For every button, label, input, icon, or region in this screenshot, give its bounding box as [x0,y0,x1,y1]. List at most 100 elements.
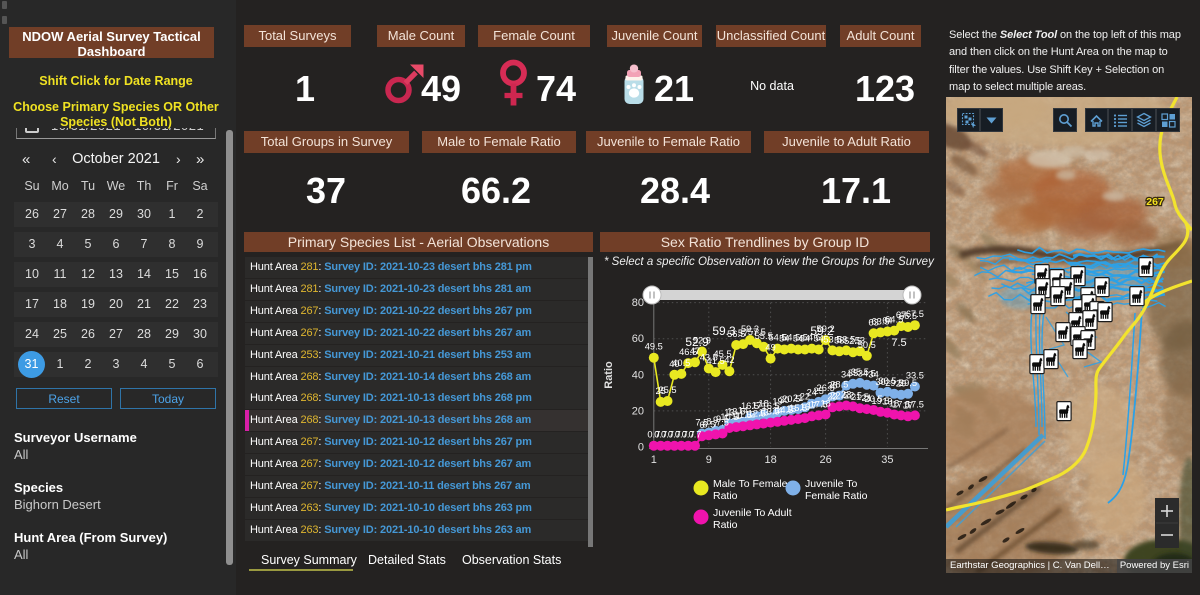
svg-text:52.9: 52.9 [693,336,711,346]
svg-text:8: 8 [706,417,711,427]
svg-text:22: 22 [800,391,810,401]
svg-text:59.3: 59.3 [741,324,759,334]
svg-text:13: 13 [759,408,769,418]
svg-text:14: 14 [738,406,748,416]
svg-text:34: 34 [868,370,878,380]
svg-text:0.7: 0.7 [668,430,681,440]
svg-text:22.5: 22.5 [830,390,848,400]
svg-text:22.5: 22.5 [844,390,862,400]
svg-text:267: 267 [1146,196,1164,208]
svg-text:53.5: 53.5 [837,334,855,344]
svg-text:7.5: 7.5 [891,337,906,349]
svg-text:19: 19 [882,397,892,407]
svg-text:34: 34 [841,370,851,380]
svg-text:0.7: 0.7 [675,430,688,440]
svg-text:40.5: 40.5 [672,358,690,368]
svg-text:53: 53 [834,335,844,345]
svg-text:54.5: 54.5 [782,333,800,343]
svg-text:46.5: 46.5 [679,347,697,357]
svg-text:34.5: 34.5 [858,369,876,379]
svg-text:21: 21 [793,393,803,403]
svg-text:17: 17 [903,400,913,410]
svg-text:52.9: 52.9 [685,335,709,349]
svg-text:25: 25 [656,386,666,396]
svg-text:13.5: 13.5 [727,407,745,417]
svg-text:55.5: 55.5 [755,331,773,341]
svg-text:20: 20 [632,405,644,417]
svg-text:66.5: 66.5 [899,311,917,321]
svg-text:12: 12 [745,409,755,419]
svg-text:6: 6 [699,420,704,430]
svg-text:9.5: 9.5 [716,414,729,424]
svg-text:49: 49 [765,343,775,353]
svg-text:21.5: 21.5 [851,392,869,402]
svg-text:35: 35 [881,454,893,466]
svg-text:22: 22 [827,391,837,401]
svg-text:20.5: 20.5 [782,394,800,404]
svg-text:49.5: 49.5 [645,342,663,352]
svg-text:30.5: 30.5 [878,376,896,386]
svg-text:47: 47 [690,346,700,356]
svg-text:Ratio: Ratio [713,490,738,502]
svg-text:17.5: 17.5 [892,399,910,409]
svg-text:53.5: 53.5 [823,334,841,344]
svg-text:14: 14 [772,406,782,416]
svg-text:7.5: 7.5 [695,418,708,428]
svg-text:26: 26 [819,454,831,466]
svg-text:42: 42 [724,355,734,365]
svg-text:54.5: 54.5 [803,333,821,343]
svg-text:17: 17 [807,400,817,410]
svg-text:24: 24 [807,388,817,398]
svg-text:17.5: 17.5 [906,399,924,409]
svg-text:52.5: 52.5 [844,336,862,346]
svg-text:25: 25 [814,386,824,396]
svg-text:20.5: 20.5 [865,394,883,404]
svg-text:40: 40 [669,359,679,369]
svg-text:18: 18 [889,399,899,409]
svg-text:57: 57 [738,328,748,338]
svg-text:45.5: 45.5 [713,349,731,359]
svg-text:25.5: 25.5 [658,385,676,395]
svg-text:54: 54 [793,334,803,344]
svg-text:33.5: 33.5 [906,371,924,381]
svg-text:14.5: 14.5 [775,405,793,415]
svg-text:63.5: 63.5 [871,316,889,326]
svg-text:18: 18 [759,399,769,409]
svg-text:21: 21 [862,393,872,403]
svg-text:80: 80 [632,297,644,309]
svg-text:29.5: 29.5 [899,378,917,388]
svg-text:1: 1 [651,454,657,466]
svg-text:Juvenile To Adult: Juvenile To Adult [713,507,792,519]
svg-text:43.5: 43.5 [700,353,718,363]
svg-text:53: 53 [855,335,865,345]
svg-text:18: 18 [820,399,830,409]
svg-text:26.5: 26.5 [817,383,835,393]
svg-text:15: 15 [786,404,796,414]
svg-text:54: 54 [814,334,824,344]
svg-text:29.5: 29.5 [885,378,903,388]
svg-text:Ratio: Ratio [713,519,738,531]
svg-text:60: 60 [632,333,644,345]
svg-text:63: 63 [868,317,878,327]
svg-text:Male To Female: Male To Female [713,478,788,490]
svg-text:50.5: 50.5 [858,340,876,350]
svg-text:28.5: 28.5 [830,380,848,390]
svg-text:13: 13 [724,408,734,418]
svg-text:0.7: 0.7 [661,430,674,440]
svg-text:67: 67 [896,310,906,320]
svg-text:41.5: 41.5 [707,356,725,366]
svg-text:Female Ratio: Female Ratio [805,490,868,502]
svg-text:11: 11 [731,411,741,421]
svg-text:35: 35 [848,368,858,378]
svg-text:54: 54 [800,334,810,344]
svg-text:30: 30 [875,377,885,387]
svg-text:Ratio: Ratio [603,361,615,389]
svg-text:15.5: 15.5 [789,403,807,413]
svg-text:20: 20 [779,395,789,405]
svg-text:28: 28 [827,381,837,391]
svg-text:16.5: 16.5 [762,401,780,411]
svg-text:0.7: 0.7 [647,430,660,440]
svg-text:64.5: 64.5 [885,315,903,325]
svg-text:59.2: 59.2 [817,324,835,334]
svg-text:54.5: 54.5 [768,333,786,343]
